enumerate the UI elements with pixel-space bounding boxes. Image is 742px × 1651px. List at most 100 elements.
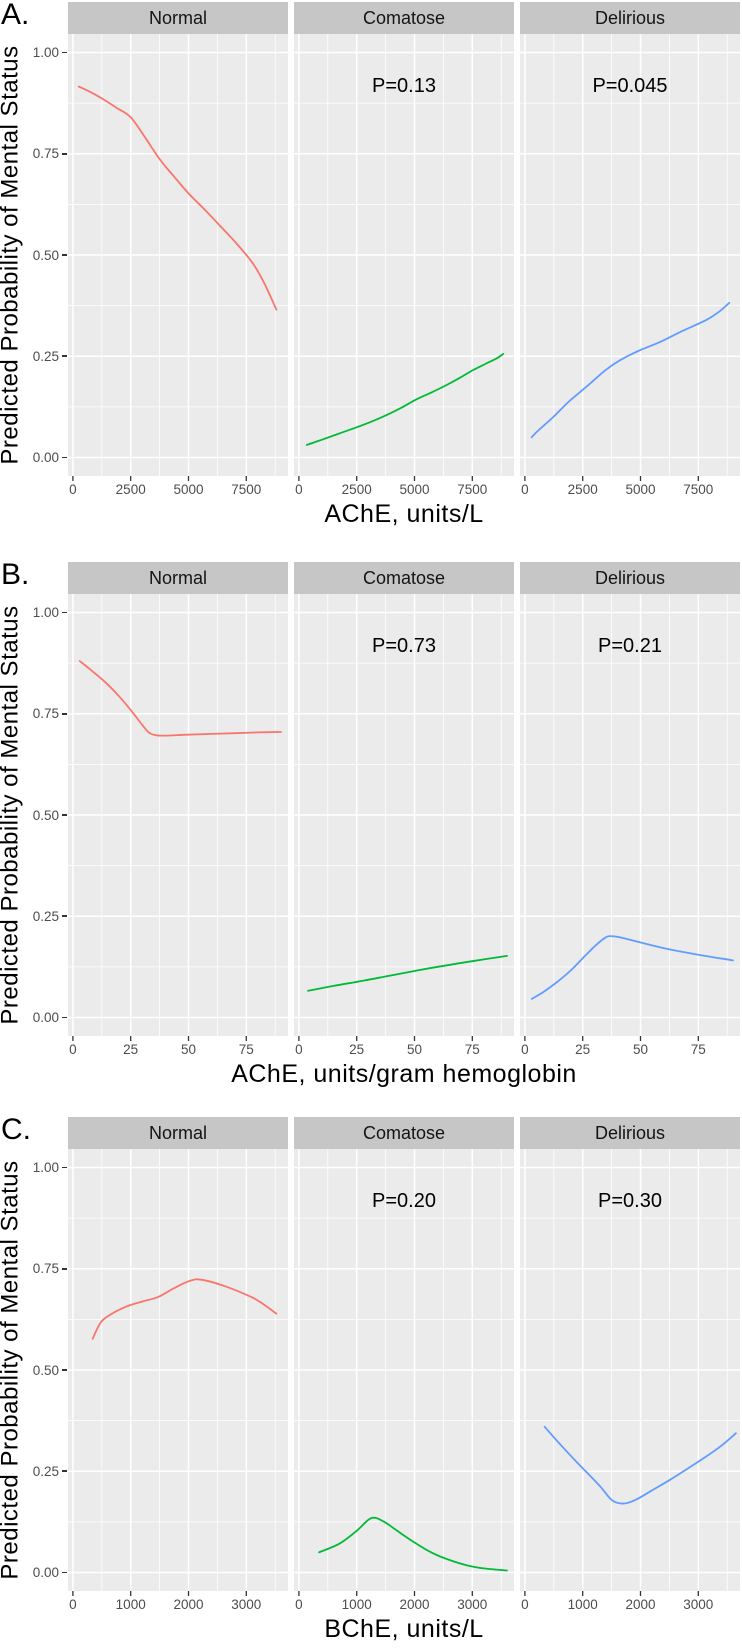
x-tick-label: 7500 (457, 482, 487, 497)
x-tick-label: 2500 (568, 482, 598, 497)
facet-strip-normal: Normal (68, 562, 288, 594)
facet-plot-comatose: P=0.73 0 25 50 75 (294, 594, 514, 1057)
y-tick-mark (62, 712, 67, 715)
x-tick-label: 75 (239, 1042, 254, 1057)
facet-strip-normal: Normal (68, 2, 288, 34)
facet-comatose: Comatose P=0.13 0 2500 5000 7500 (294, 2, 514, 498)
facet-plot-normal: 0 25 50 75 (68, 594, 288, 1057)
smoothed-curve-delirious (543, 1425, 737, 1505)
y-tick-label: 1.00 (32, 605, 59, 620)
smoothed-curve-normal (78, 660, 282, 737)
p-value-annotation: P=0.21 (598, 635, 662, 657)
facet-plot-normal: 0 2500 5000 7500 (68, 34, 288, 497)
smoothed-curve-normal (77, 85, 278, 311)
y-tick-label: 0.50 (32, 807, 59, 823)
panel-C: C. Predicted Probability of Mental Statu… (0, 1113, 742, 1647)
x-tick-label: 0 (295, 482, 303, 497)
y-tick-label: 1.00 (32, 45, 59, 60)
facet-strip-delirious: Delirious (520, 562, 740, 594)
y-tick-mark (62, 1267, 67, 1270)
x-tick-label: 3000 (457, 1597, 487, 1612)
panel-A-row: Predicted Probability of Mental Status 1… (0, 2, 742, 498)
x-tick-label: 7500 (683, 482, 713, 497)
facet-delirious: Delirious P=0.30 0 1000 2000 3000 (520, 1117, 740, 1613)
y-tick-mark (62, 1571, 67, 1574)
y-tick-mark (62, 915, 67, 918)
facets-C: Normal 0 1000 2000 3000 Comatose P=0.20 0 1000 20… (68, 1117, 740, 1613)
facet-comatose: Comatose P=0.73 0 25 50 75 (294, 562, 514, 1058)
panel-letter-C: C. (1, 1113, 31, 1146)
facet-normal: Normal 0 25 50 75 (68, 562, 288, 1058)
y-tick-label: 0.25 (32, 348, 59, 364)
y-tick-mark (62, 254, 67, 256)
x-tick-label: 1000 (342, 1597, 372, 1612)
x-tick-label: 25 (123, 1042, 138, 1057)
x-tick-label: 75 (465, 1042, 480, 1057)
smoothed-curve-normal (91, 1278, 278, 1340)
y-tick-label: 0.00 (32, 450, 59, 465)
facet-delirious: Delirious P=0.045 0 2500 5000 7500 (520, 2, 740, 498)
x-tick-label: 1000 (568, 1597, 598, 1612)
facets-B: Normal 0 25 50 75 Comatose P=0.73 0 25 50 75 Deliri… (68, 562, 740, 1058)
y-axis-title-C: Predicted Probability of Mental Status (0, 1160, 24, 1580)
smoothed-curve-delirious (530, 935, 734, 1000)
p-value-annotation: P=0.73 (372, 635, 436, 657)
y-tick-mark (62, 611, 67, 614)
facet-strip-delirious: Delirious (520, 2, 740, 34)
x-tick-label: 5000 (625, 482, 655, 497)
panel-B-row: Predicted Probability of Mental Status 1… (0, 562, 742, 1058)
x-tick-label: 2500 (342, 482, 372, 497)
facet-plot-delirious: P=0.21 0 25 50 75 (520, 594, 740, 1057)
y-tick-mark (62, 814, 67, 816)
facet-comatose: Comatose P=0.20 0 1000 2000 3000 (294, 1117, 514, 1613)
y-tick-label: 0.50 (32, 1362, 59, 1378)
x-tick-label: 50 (633, 1042, 648, 1057)
y-tick-mark (62, 152, 67, 155)
x-tick-label: 0 (69, 1597, 77, 1612)
facet-plot-normal: 0 1000 2000 3000 (68, 1149, 288, 1612)
y-tick-label: 0.00 (32, 1010, 59, 1025)
x-tick-label: 0 (69, 482, 77, 497)
y-tick-label: 0.25 (32, 1463, 59, 1479)
x-tick-label: 0 (295, 1597, 303, 1612)
panel-B: B. Predicted Probability of Mental Statu… (0, 558, 742, 1092)
x-tick-label: 25 (349, 1042, 364, 1057)
y-tick-mark (62, 456, 67, 459)
smoothed-curve-delirious (530, 301, 731, 439)
facets-A: Normal 0 2500 5000 7500 Comatose P=0.13 0 2500 50… (68, 2, 740, 498)
y-tick-mark (62, 1016, 67, 1019)
y-axis-C: Predicted Probability of Mental Status 1… (0, 1117, 68, 1613)
y-axis-title-A: Predicted Probability of Mental Status (0, 45, 24, 465)
x-tick-label: 3000 (231, 1597, 261, 1612)
x-tick-label: 5000 (173, 482, 203, 497)
x-tick-label: 0 (521, 1042, 529, 1057)
x-tick-label: 2000 (399, 1597, 429, 1612)
x-tick-label: 75 (691, 1042, 706, 1057)
facet-strip-comatose: Comatose (294, 2, 514, 34)
panel-A: A. Predicted Probability of Mental Statu… (0, 0, 742, 532)
x-tick-label: 25 (575, 1042, 590, 1057)
facet-plot-delirious: P=0.045 0 2500 5000 7500 (520, 34, 740, 497)
facet-strip-comatose: Comatose (294, 1117, 514, 1149)
y-tick-mark (62, 355, 67, 358)
x-tick-label: 50 (181, 1042, 196, 1057)
panel-letter-A: A. (1, 0, 30, 31)
x-tick-label: 0 (69, 1042, 77, 1057)
p-value-annotation: P=0.20 (372, 1190, 436, 1212)
smoothed-curve-comatose (305, 352, 505, 446)
x-axis-title-A: AChE, units/L (324, 500, 484, 528)
y-tick-label: 0.75 (32, 706, 59, 722)
facet-strip-delirious: Delirious (520, 1117, 740, 1149)
p-value-annotation: P=0.30 (598, 1190, 662, 1212)
y-tick-label: 0.00 (32, 1565, 59, 1580)
p-value-annotation: P=0.13 (372, 75, 436, 97)
x-axis-title-C: BChE, units/L (324, 1615, 484, 1643)
facet-strip-normal: Normal (68, 1117, 288, 1149)
y-tick-label: 1.00 (32, 1160, 59, 1175)
x-tick-label: 7500 (231, 482, 261, 497)
y-axis-B: Predicted Probability of Mental Status 1… (0, 562, 68, 1058)
y-tick-mark (62, 1369, 67, 1371)
y-tick-mark (62, 51, 67, 54)
panel-letter-B: B. (1, 558, 30, 591)
